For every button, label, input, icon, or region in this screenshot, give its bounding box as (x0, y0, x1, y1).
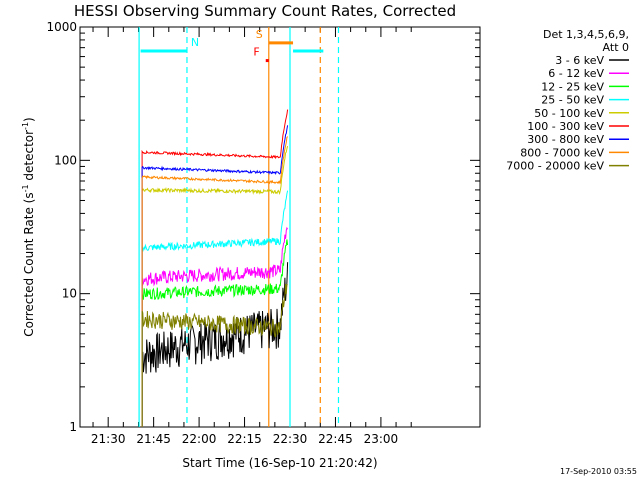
x-tick-label: 22:30 (273, 432, 308, 446)
legend-label: 6 - 12 keV (548, 67, 604, 80)
legend-label: 100 - 300 keV (527, 120, 604, 133)
y-tick-label: 10 (62, 287, 77, 301)
legend-label: 800 - 7000 keV (520, 146, 604, 159)
x-tick-label: 21:45 (136, 432, 171, 446)
y-axis: 1 10 100 1000 (46, 20, 480, 434)
timestamp: 17-Sep-2010 03:55 (560, 467, 637, 476)
series-line (141, 283, 288, 427)
data-series (141, 109, 289, 427)
legend-label: 300 - 800 keV (527, 133, 604, 146)
vertical-markers (138, 27, 340, 427)
y-label-exp: -1 (21, 184, 30, 192)
y-tick-label: 1 (69, 420, 77, 434)
y-tick-label: 100 (54, 153, 77, 167)
x-axis-label: Start Time (16-Sep-10 21:20:42) (182, 456, 377, 470)
legend-label: 3 - 6 keV (555, 54, 604, 67)
legend-label: 25 - 50 keV (541, 94, 604, 107)
series-line (141, 145, 289, 427)
series-line (141, 190, 289, 427)
y-label-part: ) (22, 117, 36, 122)
series-line (141, 136, 289, 427)
x-tick-label: 21:30 (91, 432, 126, 446)
legend-label: 50 - 100 keV (534, 107, 604, 120)
series-line (141, 226, 289, 427)
legend-header-1: Det 1,3,4,5,6,9, (543, 28, 629, 41)
legend-label: 7000 - 20000 keV (506, 160, 604, 173)
x-tick-label: 22:15 (227, 432, 262, 446)
y-tick-label: 1000 (46, 20, 77, 34)
series-line (141, 239, 289, 427)
flag-label-S: S (256, 28, 263, 41)
y-label-exp: -1 (21, 122, 30, 130)
flag-label-F: F (253, 46, 259, 59)
legend-label: 12 - 25 keV (541, 80, 604, 93)
y-axis-label: Corrected Count Rate (s-1 detector-1) (21, 117, 36, 336)
flag-label-N: N (191, 36, 199, 49)
chart-title: HESSI Observing Summary Count Rates, Cor… (74, 2, 456, 20)
flag-bars: N SF (140, 28, 324, 63)
y-label-part: Corrected Count Rate (s (22, 192, 36, 336)
plot-frame (79, 26, 481, 428)
y-label-part: detector (22, 130, 36, 185)
series-line (141, 109, 289, 427)
series-line (141, 125, 289, 427)
legend-header-2: Att 0 (603, 41, 629, 54)
x-tick-label: 22:45 (318, 432, 353, 446)
x-tick-label: 22:00 (182, 432, 217, 446)
x-axis: 21:30 21:45 22:00 22:15 22:30 22:45 23:00 (91, 27, 412, 446)
x-tick-label: 23:00 (364, 432, 399, 446)
